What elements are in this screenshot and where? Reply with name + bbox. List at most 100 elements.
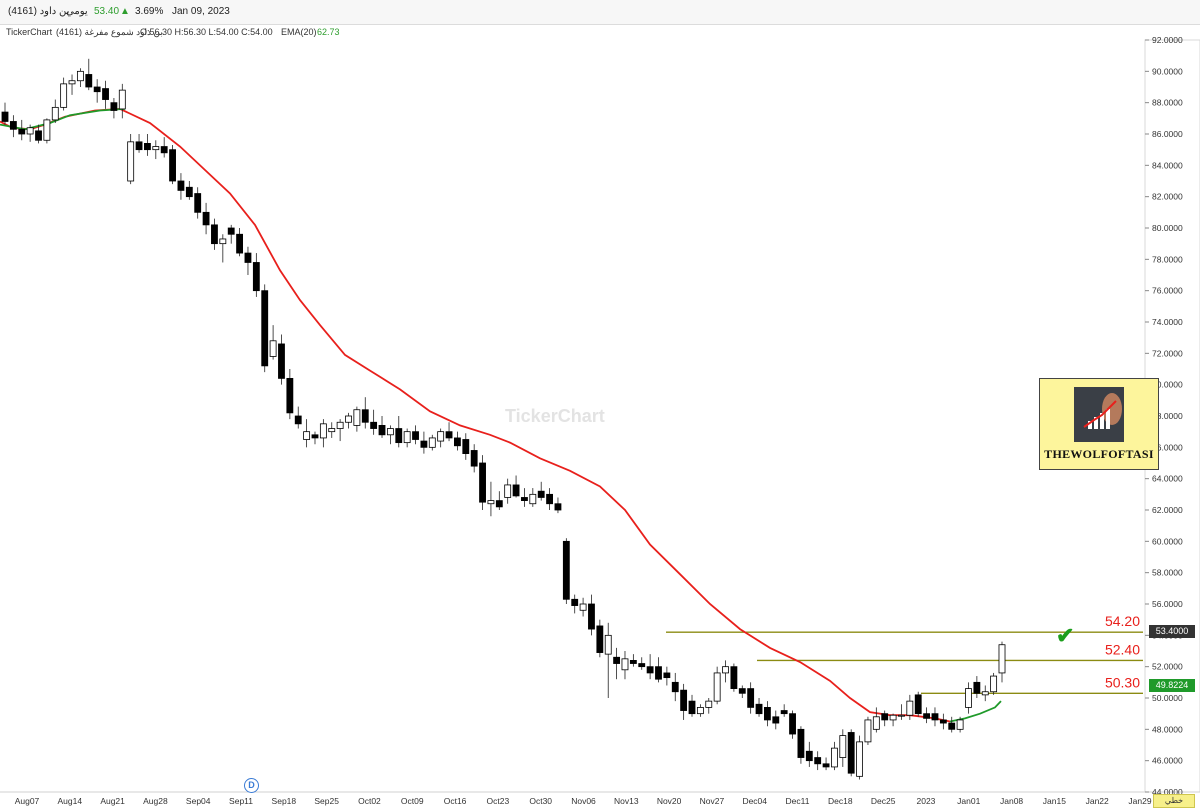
candle-up [981,691,989,696]
x-tick-label: Aug28 [143,796,168,806]
candle-down [805,750,813,762]
candle-down [227,227,235,235]
candle-down [194,193,202,213]
watermark: TickerChart [505,406,605,426]
candle-down [881,713,889,721]
linear-scale-button[interactable]: خطي [1153,794,1195,808]
candle-up [118,89,126,110]
candle-down [554,503,562,511]
candle-down [85,74,93,88]
dividend-marker-icon[interactable]: D [244,778,259,793]
series-info-bar: TickerChart (4161) بن داود شموع مفرغة O:… [0,24,1140,40]
candle-up [219,238,227,245]
candle-up [76,70,84,82]
y-tick-label: 46.0000 [1152,756,1183,766]
candle-down [169,149,176,182]
symbol-label[interactable]: (4161) بن داود [8,6,70,17]
candle-up [26,127,34,135]
candle-down [688,700,696,715]
x-tick-label: Jan15 [1043,796,1066,806]
level-label: 54.20 [1105,613,1140,629]
candle-down [780,710,788,715]
y-tick-label: 52.0000 [1152,662,1183,672]
candle-down [629,660,637,664]
ema-label[interactable]: EMA(20) [281,27,317,37]
candle-down [638,663,646,668]
candle-down [462,439,470,455]
x-tick-label: Nov13 [614,796,639,806]
triangle-up-icon: ▲ [120,6,130,17]
x-tick-label: Oct30 [529,796,552,806]
y-tick-label: 62.0000 [1152,505,1183,515]
check-icon: ✔ [1056,623,1075,648]
x-tick-label: 2023 [917,796,936,806]
candle-up [152,146,160,151]
x-tick-label: Dec11 [786,796,810,806]
x-tick-label: Aug14 [58,796,83,806]
candle-down [663,672,671,679]
x-tick-label: Jan01 [957,796,980,806]
x-tick-label: Jan08 [1000,796,1023,806]
logo-box: THEWOLFOFTASI [1039,378,1159,470]
candle-up [621,658,629,671]
y-tick-label: 66.0000 [1152,442,1183,452]
candle-down [596,625,604,653]
candle-up [487,500,495,505]
candle-down [512,484,520,497]
candle-down [479,462,486,503]
level-label: 52.40 [1105,641,1140,657]
y-tick-label: 82.0000 [1152,192,1183,202]
x-tick-label: Nov27 [700,796,725,806]
candle-down [646,666,654,674]
candle-up [303,431,311,440]
candle-down [470,450,478,467]
candle-up [336,421,344,429]
candle-down [144,142,151,151]
logo-text: THEWOLFOFTASI [1044,447,1154,461]
candle-up [831,747,838,768]
candle-down [588,603,595,630]
candle-down [177,180,185,191]
candle-up [722,666,729,674]
candle-down [914,694,922,715]
candle-down [445,431,453,439]
candle-down [797,728,805,758]
candle-up [956,719,964,730]
candle-down [789,713,796,735]
candle-up [437,431,445,442]
candle-down [311,434,319,439]
candle-down [211,224,218,245]
candle-up [504,484,512,498]
x-tick-label: Jan29 [1128,796,1151,806]
y-tick-label: 70.0000 [1152,380,1183,390]
logo-image [1074,387,1124,442]
y-tick-label: 78.0000 [1152,254,1183,264]
candle-up [856,741,863,777]
candle-up [713,672,721,702]
x-tick-label: Aug21 [100,796,125,806]
candle-up [353,409,361,426]
candle-down [747,688,755,708]
candle-down [278,343,285,379]
candle-down [730,666,738,690]
x-tick-label: Sep18 [272,796,297,806]
candle-up [328,428,336,433]
candle-up [705,700,713,708]
y-tick-label: 56.0000 [1152,599,1183,609]
candle-up [403,431,411,444]
candle-up [898,714,905,717]
candle-up [43,119,51,141]
y-tick-label: 84.0000 [1152,160,1183,170]
candle-down [571,598,579,606]
x-tick-label: Sep25 [314,796,339,806]
candle-down [847,732,855,774]
candle-up [696,707,704,715]
candle-down [93,86,101,93]
x-tick-label: Nov20 [657,796,682,806]
period-label[interactable]: يومي [66,6,88,17]
candle-down [1,111,9,122]
ohlc-readout: O:56.30 H:56.30 L:54.00 C:54.00 [140,27,273,37]
candle-up [579,603,587,611]
ema-value: 62.73 [317,27,340,37]
